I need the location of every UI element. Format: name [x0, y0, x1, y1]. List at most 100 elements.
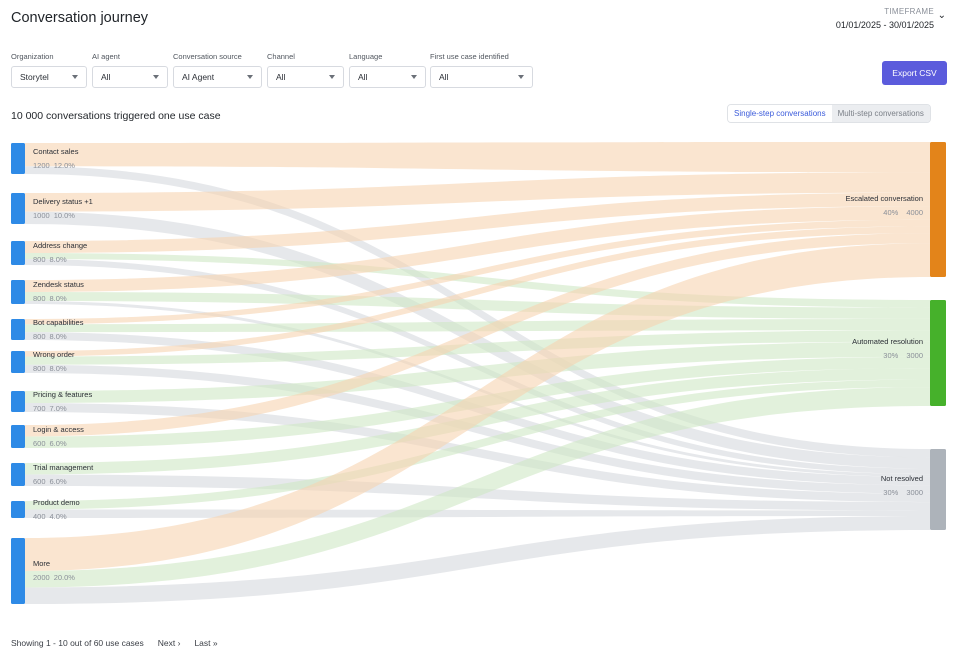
node-count: 800: [33, 294, 46, 303]
node-count: 600: [33, 438, 46, 448]
filter-label: Organization: [11, 52, 54, 61]
source-node-label: Address change 800 8.0%: [33, 241, 87, 264]
sankey-flow: [25, 233, 930, 437]
tab-multi-step[interactable]: Multi-step conversations: [831, 105, 930, 122]
filter-label: First use case identified: [430, 52, 509, 61]
node-values: 800 8.0%: [33, 332, 83, 341]
node-values: 1200 12.0%: [33, 161, 79, 170]
filter-conversation-source: Conversation source AI Agent: [173, 52, 262, 88]
last-page-link[interactable]: Last »: [194, 638, 218, 648]
ai-agent-select[interactable]: All: [92, 66, 168, 88]
sankey-flow: [25, 341, 930, 403]
sankey-flow: [25, 403, 930, 503]
sankey-flow: [25, 379, 930, 510]
select-value: All: [101, 72, 111, 82]
select-value: All: [358, 72, 368, 82]
node-name: Bot capabilities: [33, 317, 84, 327]
source-node: [11, 241, 25, 265]
tab-single-step[interactable]: Single-step conversations: [728, 105, 832, 122]
node-percent: 20.0%: [53, 573, 75, 582]
select-value: Storytel: [20, 72, 49, 82]
filter-ai-agent: AI agent All: [92, 52, 168, 88]
caret-down-icon: [411, 75, 417, 79]
node-name: Trial management: [33, 462, 94, 472]
source-node: [11, 319, 25, 340]
node-values: 800 8.0%: [33, 255, 87, 264]
next-page-link[interactable]: Next ›: [157, 638, 181, 648]
node-percent: 6.0%: [49, 438, 67, 448]
node-values: 30% 3000: [875, 488, 923, 497]
summary-heading: 10 000 conversations triggered one use c…: [11, 110, 221, 122]
source-node-label: Pricing & features 700 7.0%: [33, 390, 92, 413]
sankey-flow: [25, 192, 930, 253]
node-name: Contact sales: [33, 146, 79, 156]
target-node: [930, 449, 946, 530]
node-name: More: [33, 559, 51, 568]
node-percent: 8.0%: [49, 294, 67, 303]
source-node: [11, 463, 25, 486]
node-percent: 30%: [883, 487, 899, 497]
sankey-flow: [25, 206, 930, 292]
sankey-flow: [25, 292, 930, 319]
node-percent: 4.0%: [49, 511, 67, 521]
node-count: 3000: [906, 487, 923, 497]
sankey-flow: [25, 226, 930, 357]
export-csv-button[interactable]: Export CSV: [882, 61, 947, 85]
filter-language: Language All: [349, 52, 426, 88]
select-value: All: [439, 72, 449, 82]
sankey-flow: [25, 211, 930, 469]
node-name: Wrong order: [33, 350, 75, 359]
page-title: Conversation journey: [11, 10, 149, 26]
node-percent: 40%: [883, 207, 899, 217]
node-percent: 30%: [883, 351, 899, 360]
source-node: [11, 538, 25, 604]
sankey-flow: [25, 387, 930, 588]
node-count: 2000: [33, 573, 50, 582]
caret-down-icon: [329, 75, 335, 79]
select-value: AI Agent: [182, 72, 215, 82]
node-values: 600 6.0%: [33, 477, 93, 486]
caret-down-icon: [247, 75, 253, 79]
language-select[interactable]: All: [349, 66, 426, 88]
source-node: [11, 501, 25, 518]
filter-label: Channel: [267, 52, 295, 61]
organization-select[interactable]: Storytel: [11, 66, 87, 88]
channel-select[interactable]: All: [267, 66, 344, 88]
filter-label: Conversation source: [173, 52, 242, 61]
target-node: [930, 300, 946, 406]
node-name: Pricing & features: [33, 389, 93, 399]
first-use-case-select[interactable]: All: [430, 66, 533, 88]
node-values: 400 4.0%: [33, 512, 80, 521]
sankey-flow: [25, 166, 930, 458]
node-percent: 8.0%: [49, 255, 67, 264]
source-node-label: Product demo 400 4.0%: [33, 498, 80, 521]
node-name: Escalated conversation: [845, 193, 923, 203]
filter-first-use-case: First use case identified All: [430, 52, 533, 88]
chevron-down-icon[interactable]: ⌄: [937, 10, 946, 21]
timeframe-picker[interactable]: TIMEFRAME 01/01/2025 - 30/01/2025: [836, 7, 934, 30]
source-node: [11, 143, 25, 174]
source-node-label: Bot capabilities 800 8.0%: [33, 318, 83, 341]
filter-label: AI agent: [92, 52, 120, 61]
caret-down-icon: [153, 75, 159, 79]
conversation-source-select[interactable]: AI Agent: [173, 66, 262, 88]
timeframe-value: 01/01/2025 - 30/01/2025: [835, 20, 934, 30]
sankey-flow: [25, 364, 930, 494]
source-node: [11, 351, 25, 373]
source-node-label: Contact sales 1200 12.0%: [33, 147, 79, 170]
target-node-label: Not resolved 30% 3000: [875, 474, 923, 497]
node-percent: 6.0%: [49, 476, 67, 486]
sankey-flow: [25, 172, 930, 212]
source-node: [11, 280, 25, 304]
node-count: 700: [33, 403, 46, 413]
caret-down-icon: [72, 75, 78, 79]
pagination-status: Showing 1 - 10 out of 60 use cases: [11, 638, 144, 648]
source-node: [11, 425, 25, 448]
sankey-flow: [25, 219, 930, 325]
sankey-flow: [25, 509, 930, 518]
node-count: 800: [33, 331, 46, 341]
source-node-label: Zendesk status 800 8.0%: [33, 280, 84, 303]
node-name: Delivery status +1: [33, 196, 93, 206]
node-count: 3000: [906, 351, 923, 360]
